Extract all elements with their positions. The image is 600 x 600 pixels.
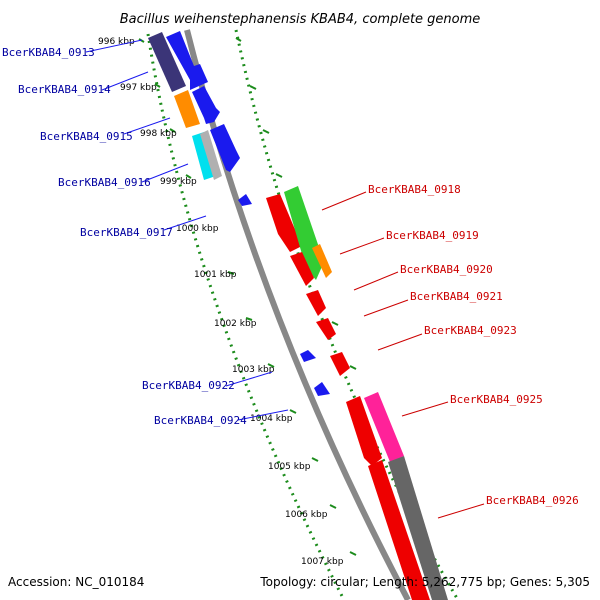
gene-BcerKBAB4_0915[interactable] [174, 90, 200, 128]
kbp-label: 1005 kbp [268, 462, 311, 472]
reverse-labels: BcerKBAB4_0918 BcerKBAB4_0919 BcerKBAB4_… [321, 183, 579, 519]
tick-998 [169, 128, 176, 133]
kbp-label: 999 kbp [160, 177, 197, 187]
leader-line [437, 503, 485, 519]
gene-BcerKBAB4_0922[interactable] [300, 350, 316, 362]
outer-track-ticks [235, 37, 357, 370]
gene-BcerKBAB4_0916[interactable] [192, 132, 216, 180]
tick-1001 [227, 271, 235, 275]
outer-tick [275, 173, 283, 178]
tick-1007 [349, 551, 357, 556]
leader-line [163, 215, 207, 231]
gene-BcerKBAB4_0914[interactable] [166, 31, 208, 90]
tick-1002 [245, 317, 253, 321]
kbp-label: 998 kbp [140, 129, 177, 139]
outer-tick [349, 365, 357, 370]
gene-label-BcerKBAB4_0920[interactable]: BcerKBAB4_0920 [400, 263, 493, 276]
scale-marks: 996 kbp 997 kbp 998 kbp 999 kbp 1000 kbp… [98, 37, 357, 567]
gene-label-BcerKBAB4_0917[interactable]: BcerKBAB4_0917 [80, 226, 173, 239]
forward-labels: BcerKBAB4_0913 BcerKBAB4_0914 BcerKBAB4_… [2, 39, 289, 427]
kbp-label: 997 kbp [120, 83, 157, 93]
leader-line [339, 237, 385, 255]
kbp-label: 1001 kbp [194, 270, 237, 280]
kbp-label: 1006 kbp [285, 510, 328, 520]
gene-red-1[interactable] [266, 194, 302, 252]
leader-line [353, 271, 399, 291]
leader-line [141, 163, 189, 183]
leader-line [237, 409, 289, 421]
gene-label-BcerKBAB4_0922[interactable]: BcerKBAB4_0922 [142, 379, 235, 392]
gene-BcerKBAB4_0923[interactable] [330, 352, 350, 376]
tick-997 [154, 83, 161, 88]
tick-999 [185, 174, 192, 179]
leader-line [321, 191, 367, 211]
gene-label-BcerKBAB4_0923[interactable]: BcerKBAB4_0923 [424, 324, 517, 337]
tick-1005 [311, 457, 319, 462]
leader-line [101, 71, 149, 91]
reverse-genes [266, 186, 448, 600]
gene-BcerKBAB4_0925[interactable] [364, 392, 404, 462]
gene-red-long[interactable] [346, 396, 382, 466]
gene-label-BcerKBAB4_0916[interactable]: BcerKBAB4_0916 [58, 176, 151, 189]
gene-label-BcerKBAB4_0919[interactable]: BcerKBAB4_0919 [386, 229, 479, 242]
leader-line [123, 117, 171, 135]
gene-BcerKBAB4_0917[interactable] [238, 194, 252, 206]
gene-blue-999[interactable] [210, 124, 240, 172]
leader-line [85, 39, 143, 53]
gene-label-BcerKBAB4_0914[interactable]: BcerKBAB4_0914 [18, 83, 111, 96]
gene-BcerKBAB4_0914b[interactable] [192, 86, 220, 124]
gene-label-BcerKBAB4_0918[interactable]: BcerKBAB4_0918 [368, 183, 461, 196]
outer-tick [235, 37, 242, 42]
gene-BcerKBAB4_0918[interactable] [284, 186, 324, 280]
tick-1006 [329, 504, 337, 509]
gene-red-lower[interactable] [368, 460, 430, 600]
gene-BcerKBAB4_0924[interactable] [314, 382, 330, 396]
forward-genes [148, 31, 330, 396]
gene-label-BcerKBAB4_0926[interactable]: BcerKBAB4_0926 [486, 494, 579, 507]
gene-red-1002[interactable] [316, 318, 336, 340]
topology-text: Topology: circular; Length: 5,262,775 bp… [259, 575, 590, 589]
gene-BcerKBAB4_0919[interactable] [312, 244, 332, 278]
kbp-label: 1004 kbp [250, 414, 293, 424]
gene-BcerKBAB4_0921[interactable] [306, 290, 326, 316]
gene-label-BcerKBAB4_0924[interactable]: BcerKBAB4_0924 [154, 414, 247, 427]
leader-line [377, 333, 423, 351]
outer-tick [262, 129, 270, 134]
outer-tick [331, 321, 339, 326]
gene-grey-small[interactable] [200, 130, 222, 180]
tick-1004 [289, 409, 297, 414]
kbp-label: 996 kbp [98, 37, 135, 47]
kbp-label: 1002 kbp [214, 319, 257, 329]
right-dotted-track [234, 29, 460, 600]
map-title: Bacillus weihenstephanensis KBAB4, compl… [120, 12, 481, 27]
gene-label-BcerKBAB4_0925[interactable]: BcerKBAB4_0925 [450, 393, 543, 406]
gene-label-BcerKBAB4_0921[interactable]: BcerKBAB4_0921 [410, 290, 503, 303]
kbp-label: 1000 kbp [176, 224, 219, 234]
tick-1003 [267, 363, 275, 368]
leader-line [225, 371, 273, 387]
gene-label-BcerKBAB4_0915[interactable]: BcerKBAB4_0915 [40, 130, 133, 143]
kbp-label: 1003 kbp [232, 365, 275, 375]
gene-BcerKBAB4_0926[interactable] [388, 456, 448, 600]
leader-line [401, 401, 449, 417]
gene-BcerKBAB4_0920[interactable] [290, 252, 314, 286]
gene-label-BcerKBAB4_0913[interactable]: BcerKBAB4_0913 [2, 46, 95, 59]
outer-tick [249, 85, 257, 90]
accession-text: Accession: NC_010184 [8, 575, 144, 589]
kbp-label: 1007 kbp [301, 557, 344, 567]
gene-BcerKBAB4_0913[interactable] [148, 32, 186, 92]
leader-line [363, 299, 409, 317]
